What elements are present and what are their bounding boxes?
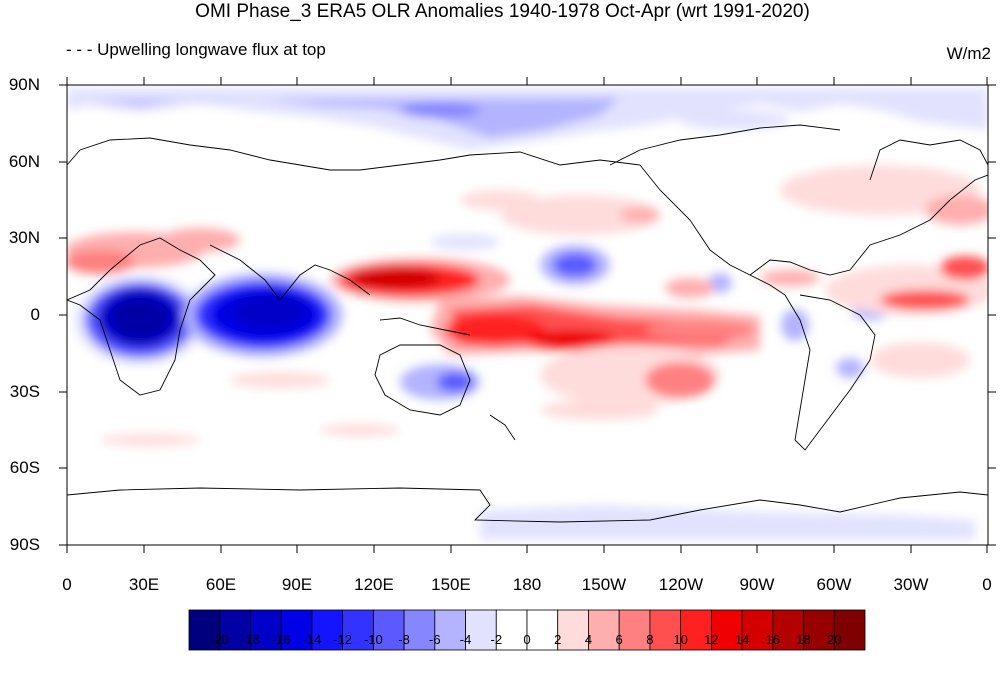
colorbar-label: -12 <box>333 632 353 647</box>
lon-label-90w: 90W <box>739 575 775 594</box>
lat-label-60s: 60S <box>9 458 40 477</box>
lat-label-90n: 90N <box>8 75 40 94</box>
lat-label-eq: 0 <box>30 305 40 324</box>
colorbar-swatch <box>741 609 774 651</box>
lon-label-30e: 30E <box>128 575 160 594</box>
lon-label-0: 0 <box>62 575 72 594</box>
coastlines <box>67 124 988 523</box>
lon-label-180: 180 <box>512 575 542 594</box>
lon-label-360: 0 <box>982 575 992 594</box>
colorbar-label: -4 <box>459 632 472 647</box>
colorbar-label: -14 <box>302 632 322 647</box>
lat-label-60n: 60N <box>8 152 40 171</box>
colorbar-swatch <box>618 609 651 651</box>
colorbar-swatch <box>833 609 866 651</box>
colorbar-swatch <box>495 609 528 651</box>
colorbar-swatch <box>465 609 497 651</box>
lat-label-30n: 30N <box>8 228 40 247</box>
colorbar-label: -8 <box>398 632 410 647</box>
lon-label-120w: 120W <box>658 575 704 594</box>
lon-label-30w: 30W <box>893 575 929 594</box>
colorbar-label: 14 <box>734 632 750 647</box>
lon-label-60w: 60W <box>816 575 852 594</box>
colorbar-label: -6 <box>429 632 441 647</box>
map-title: OMI Phase_3 ERA5 OLR Anomalies 1940-1978… <box>195 1 810 22</box>
lat-label-30s: 30S <box>9 382 40 401</box>
colorbar-swatch <box>342 609 374 651</box>
colorbar-label: -2 <box>490 632 503 647</box>
colorbar-label: -20 <box>210 632 230 647</box>
colorbar-label: 12 <box>704 632 719 647</box>
colorbar-label: -16 <box>271 632 291 647</box>
colorbar-label: 8 <box>646 632 654 647</box>
colorbar-label: 4 <box>584 632 593 647</box>
lat-label-90s: 90S <box>9 535 40 554</box>
axis-ticks <box>59 77 996 553</box>
map-subtitle: - - - Upwelling longwave flux at top <box>66 40 326 59</box>
colorbar-swatch <box>649 609 682 651</box>
colorbar-swatch <box>219 609 251 651</box>
lon-label-120e: 120E <box>354 575 394 594</box>
colorbar-swatch <box>803 609 835 651</box>
colorbar-swatch <box>403 609 436 651</box>
colorbar-label: 10 <box>673 632 688 647</box>
lon-label-150w: 150W <box>581 575 627 594</box>
lon-label-60e: 60E <box>205 575 237 594</box>
colorbar-swatch <box>280 609 313 651</box>
colorbar-label: -10 <box>363 632 383 647</box>
colorbar-swatch <box>372 609 405 651</box>
colorbar-label: 20 <box>827 632 842 647</box>
lon-label-90e: 90E <box>281 575 313 594</box>
colorbar-label: 2 <box>554 632 562 647</box>
anomaly-field <box>67 85 988 545</box>
lon-label-150e: 150E <box>431 575 471 594</box>
colorbar-swatch <box>557 609 589 651</box>
colorbar-label: -18 <box>241 632 260 647</box>
colorbar-swatch <box>680 609 712 651</box>
colorbar-label: 18 <box>796 632 811 647</box>
colorbar-label: 0 <box>523 632 531 647</box>
colorbar-swatch <box>588 609 620 651</box>
colorbar-label: 6 <box>615 632 623 647</box>
units-label: W/m2 <box>946 44 991 63</box>
colorbar <box>188 609 866 651</box>
colorbar-swatch <box>188 609 221 651</box>
colorbar-label: 16 <box>765 632 781 647</box>
